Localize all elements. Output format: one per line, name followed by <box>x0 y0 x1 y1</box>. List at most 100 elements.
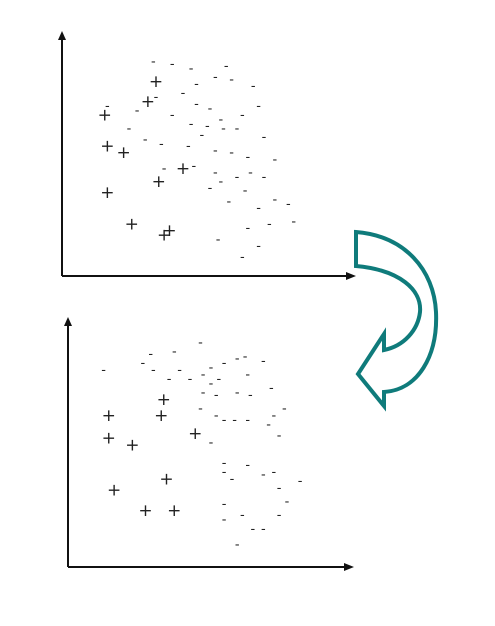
negative-point-bottom: - <box>235 538 240 553</box>
negative-point-bottom: - <box>235 352 240 367</box>
positive-point-bottom: + <box>102 429 116 449</box>
negative-point-top: - <box>229 146 234 161</box>
negative-point-top: - <box>143 132 148 147</box>
negative-point-top: - <box>170 108 175 123</box>
negative-point-top: - <box>105 99 110 114</box>
curved-arrow-icon <box>354 229 439 412</box>
negative-point-top: - <box>135 104 140 119</box>
negative-point-bottom: - <box>201 386 206 401</box>
negative-point-top: - <box>216 232 221 247</box>
negative-point-bottom: - <box>240 508 245 523</box>
negative-point-top: - <box>189 61 194 76</box>
negative-point-bottom: - <box>167 372 172 387</box>
negative-point-bottom: - <box>209 377 214 392</box>
negative-point-bottom: - <box>261 522 266 537</box>
negative-point-bottom: - <box>277 508 282 523</box>
negative-point-top: - <box>262 130 267 145</box>
positive-point-bottom: + <box>125 435 139 455</box>
positive-point-bottom: + <box>157 390 171 410</box>
positive-point-bottom: + <box>167 501 181 521</box>
negative-point-top: - <box>245 221 250 236</box>
negative-point-top: - <box>191 159 196 174</box>
negative-point-bottom: - <box>282 402 287 417</box>
negative-point-bottom: - <box>277 481 282 496</box>
negative-point-bottom: - <box>251 522 256 537</box>
negative-point-bottom: - <box>235 386 240 401</box>
scatter-plot-top: ++ +++++++++---- -- - -- ---- --- - ---- - -- -----… <box>58 31 356 280</box>
negative-point-top: - <box>245 150 250 165</box>
negative-point-bottom: - <box>101 363 106 378</box>
negative-point-top: - <box>151 55 156 70</box>
positive-point-top: + <box>149 72 163 92</box>
negative-point-bottom: - <box>217 372 222 387</box>
negative-point-bottom: - <box>272 408 277 423</box>
negative-point-top: - <box>243 184 248 199</box>
negative-point-top: - <box>208 181 213 196</box>
negative-point-bottom: - <box>222 356 227 371</box>
negative-point-bottom: - <box>172 345 177 360</box>
negative-point-bottom: - <box>177 363 182 378</box>
positive-point-top: + <box>157 225 171 245</box>
negative-point-bottom: - <box>272 465 277 480</box>
negative-point-bottom: - <box>261 467 266 482</box>
negative-point-top: - <box>256 201 261 216</box>
negative-point-top: - <box>229 73 234 88</box>
negative-point-bottom: - <box>222 513 227 528</box>
negative-point-top: - <box>235 121 240 136</box>
negative-point-bottom: - <box>222 456 227 471</box>
negative-point-top: - <box>189 117 194 132</box>
negative-point-top: - <box>162 161 167 176</box>
negative-point-bottom: - <box>245 413 250 428</box>
negative-point-top: - <box>154 90 159 105</box>
negative-point-top: - <box>200 128 205 143</box>
data-points-bottom: ++ +++++++ +- - - -- - --- - ----- -- - ------------… <box>101 336 303 553</box>
positive-point-top: + <box>141 92 155 112</box>
negative-point-bottom: - <box>209 436 214 451</box>
x-axis-arrowhead-bottom <box>344 563 354 571</box>
positive-point-top: + <box>100 137 114 157</box>
negative-point-top: - <box>194 77 199 92</box>
negative-point-bottom: - <box>141 356 146 371</box>
negative-point-bottom: - <box>261 354 266 369</box>
negative-point-top: - <box>256 99 261 114</box>
transition-arrow <box>354 229 439 412</box>
negative-point-bottom: - <box>198 336 203 351</box>
negative-point-top: - <box>291 215 296 230</box>
negative-point-bottom: - <box>222 465 227 480</box>
negative-point-top: - <box>170 57 175 72</box>
negative-point-top: - <box>208 101 213 116</box>
positive-point-bottom: + <box>188 424 202 444</box>
negative-point-bottom: - <box>188 372 193 387</box>
negative-point-top: - <box>262 170 267 185</box>
negative-point-top: - <box>256 239 261 254</box>
negative-point-top: - <box>218 175 223 190</box>
negative-point-top: - <box>240 108 245 123</box>
negative-point-top: - <box>235 170 240 185</box>
positive-point-bottom: + <box>159 469 173 489</box>
negative-point-bottom: - <box>277 429 282 444</box>
negative-point-top: - <box>213 70 218 85</box>
data-points-top: ++ +++++++++---- -- - -- ---- --- - ---- - -- -----… <box>98 55 297 265</box>
negative-point-bottom: - <box>248 388 253 403</box>
negative-point-bottom: - <box>198 402 203 417</box>
positive-point-top: + <box>98 106 112 126</box>
negative-point-bottom: - <box>266 417 271 432</box>
negative-point-bottom: - <box>222 413 227 428</box>
negative-point-top: - <box>205 119 210 134</box>
negative-point-bottom: - <box>209 361 214 376</box>
positive-point-bottom: + <box>154 406 168 426</box>
negative-point-bottom: - <box>269 381 274 396</box>
negative-point-bottom: - <box>285 495 290 510</box>
negative-point-top: - <box>186 139 191 154</box>
y-axis-arrowhead-bottom <box>64 317 72 326</box>
negative-point-top: - <box>224 59 229 74</box>
negative-point-top: - <box>127 121 132 136</box>
negative-point-top: - <box>240 250 245 265</box>
negative-point-bottom: - <box>214 408 219 423</box>
negative-point-bottom: - <box>222 497 227 512</box>
negative-point-bottom: - <box>232 413 237 428</box>
negative-point-bottom: - <box>230 472 235 487</box>
negative-point-top: - <box>272 192 277 207</box>
